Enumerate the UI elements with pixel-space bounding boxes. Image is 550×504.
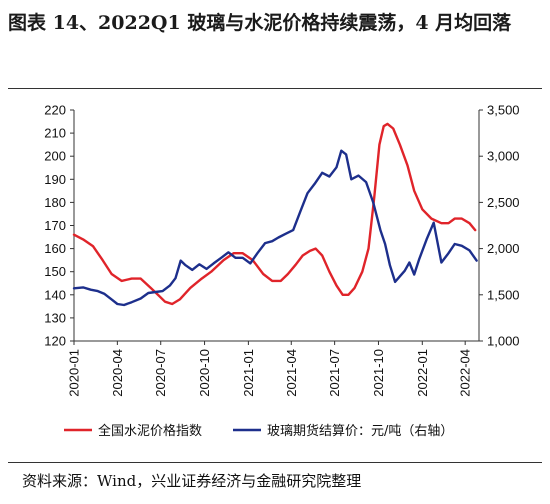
source-divider bbox=[8, 462, 542, 463]
title-divider bbox=[8, 88, 542, 89]
x-tick-label: 2020-07 bbox=[153, 349, 168, 397]
left-tick-label: 200 bbox=[44, 149, 66, 164]
chart: 120 130 140 150 160 170 180 190 200 210 220 1,000 1,… bbox=[44, 103, 519, 440]
left-tick-label: 220 bbox=[44, 103, 66, 118]
right-tick-label: 3,500 bbox=[487, 103, 520, 118]
glass-futures-line bbox=[72, 149, 478, 307]
left-tick-label: 170 bbox=[44, 218, 66, 233]
left-tick-label: 130 bbox=[44, 310, 66, 325]
left-tick-label: 150 bbox=[44, 264, 66, 279]
x-tick-label: 2020-10 bbox=[197, 349, 212, 397]
left-tick-label: 140 bbox=[44, 287, 66, 302]
x-tick-label: 2022-04 bbox=[458, 349, 473, 397]
right-tick-label: 2,000 bbox=[487, 241, 520, 256]
left-tick-label: 210 bbox=[44, 126, 66, 141]
x-tick-label: 2020-04 bbox=[110, 349, 125, 397]
plot-area bbox=[72, 122, 478, 307]
x-tick-label: 2021-01 bbox=[241, 349, 256, 397]
chart-title: 图表 14、2022Q1 玻璃与水泥价格持续震荡，4 月均回落 bbox=[8, 12, 512, 34]
right-tick-label: 3,000 bbox=[487, 149, 520, 164]
legend-cement-label: 全国水泥价格指数 bbox=[98, 423, 202, 439]
legend-glass-label: 玻璃期货结算价：元/吨（右轴） bbox=[267, 423, 453, 439]
left-tick-label: 180 bbox=[44, 195, 66, 210]
x-tick-label: 2022-01 bbox=[415, 349, 430, 397]
cement-price-line bbox=[72, 122, 477, 306]
x-tick-label: 2021-10 bbox=[371, 349, 386, 397]
left-tick-label: 190 bbox=[44, 172, 66, 187]
x-tick-label: 2020-01 bbox=[67, 349, 82, 397]
left-tick-label: 160 bbox=[44, 241, 66, 256]
legend: 全国水泥价格指数 玻璃期货结算价：元/吨（右轴） bbox=[64, 423, 453, 439]
axes: 120 130 140 150 160 170 180 190 200 210 220 1,000 1,… bbox=[44, 103, 519, 397]
x-tick-label: 2021-07 bbox=[327, 349, 342, 397]
source-note: 资料来源：Wind，兴业证券经济与金融研究院整理 bbox=[22, 472, 362, 490]
left-tick-label: 120 bbox=[44, 334, 66, 349]
x-tick-label: 2021-04 bbox=[284, 349, 299, 397]
right-tick-label: 1,000 bbox=[487, 334, 520, 349]
right-tick-label: 1,500 bbox=[487, 287, 520, 302]
right-tick-label: 2,500 bbox=[487, 195, 520, 210]
